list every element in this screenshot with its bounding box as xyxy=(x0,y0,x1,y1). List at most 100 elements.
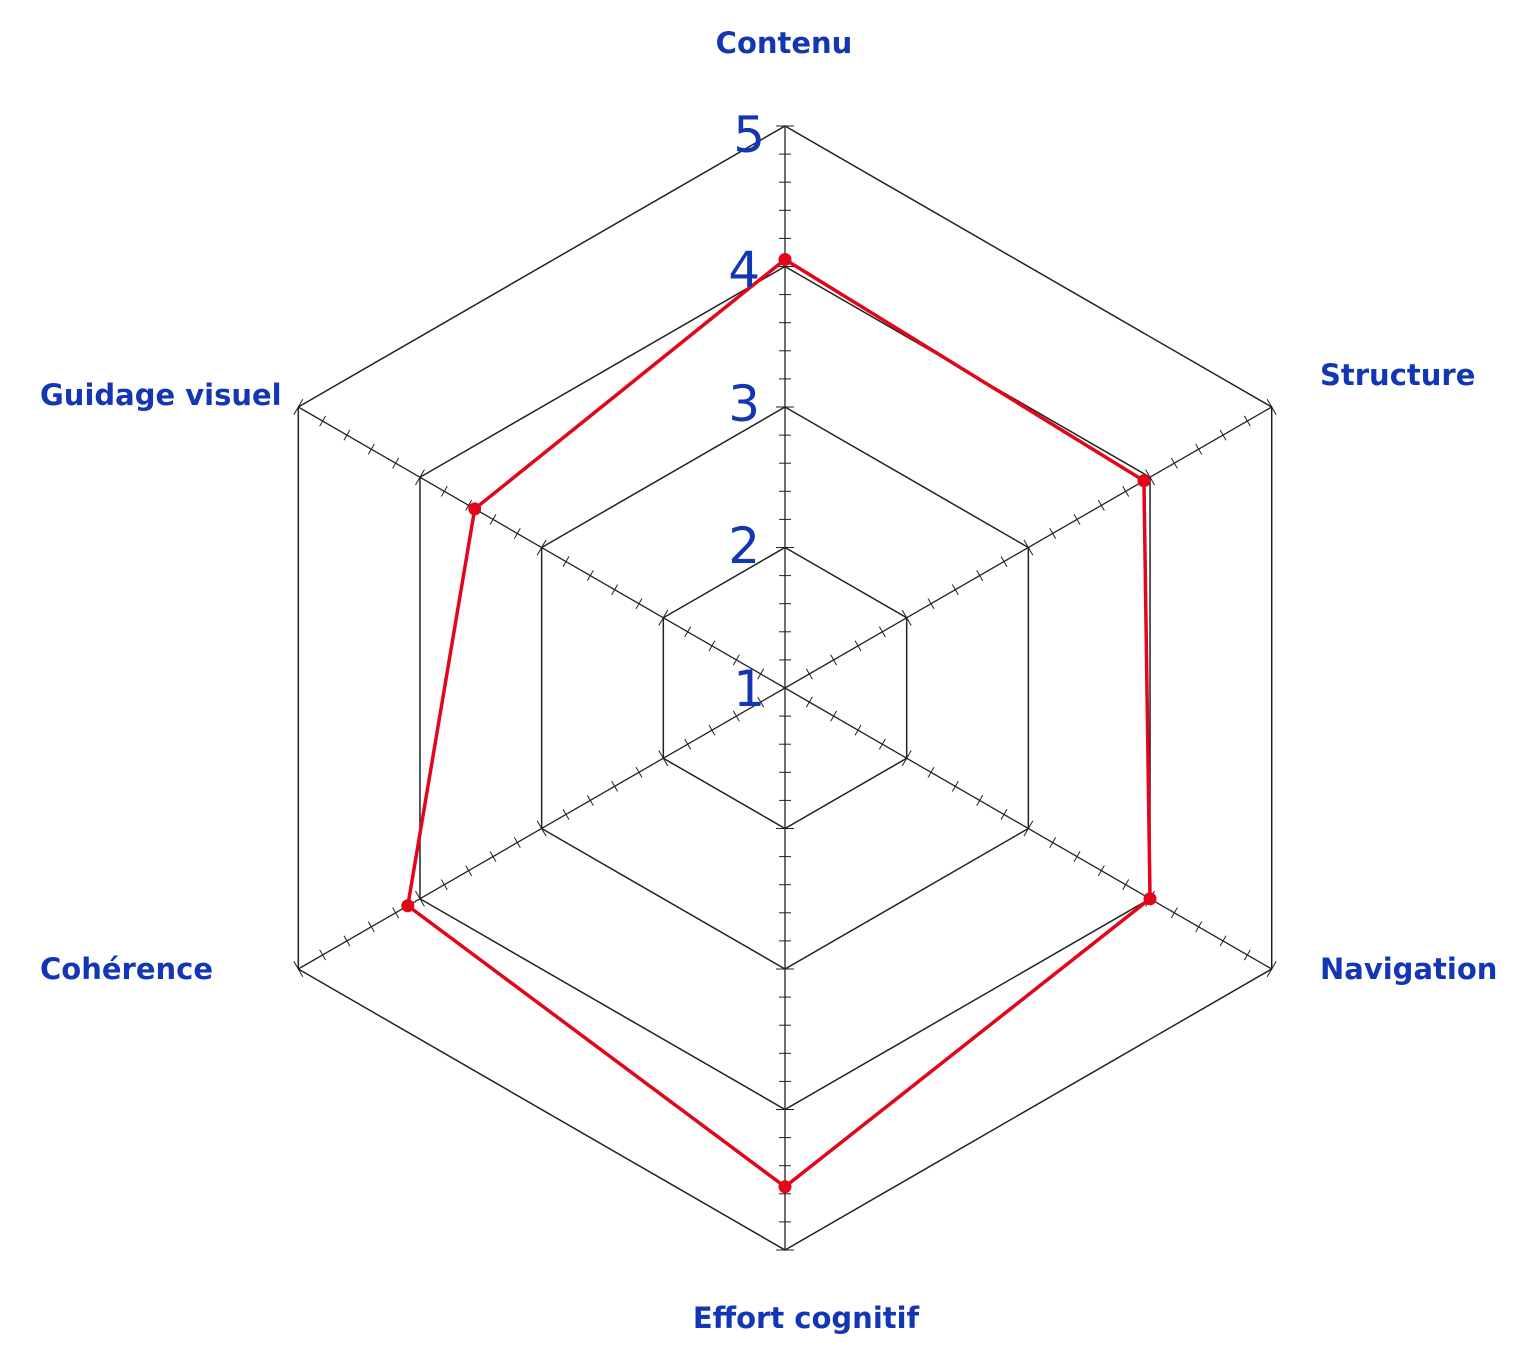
axis-tick xyxy=(1145,469,1155,486)
axis-tick xyxy=(976,794,984,806)
axis-tick xyxy=(293,398,304,416)
axis-tick xyxy=(536,820,547,837)
axis-tick xyxy=(1243,415,1251,427)
series-line-0 xyxy=(406,257,1152,1189)
axis-tick xyxy=(392,457,400,469)
scale-label-5: 5 xyxy=(733,106,765,164)
axis-tick xyxy=(611,780,619,792)
axis-label-contenu: Contenu xyxy=(716,26,853,60)
axis-tick xyxy=(513,528,521,539)
axis-tick xyxy=(586,794,594,806)
axis-tick xyxy=(1023,539,1034,556)
axis-tick xyxy=(1266,398,1277,416)
scale-label-4: 4 xyxy=(728,241,760,299)
axis-tick xyxy=(343,429,351,441)
axis-tick xyxy=(951,780,959,792)
axis-tick xyxy=(489,513,497,525)
axis-tick xyxy=(536,539,547,556)
axis-tick xyxy=(854,724,862,736)
axis-tick xyxy=(392,907,400,919)
series-layer xyxy=(401,252,1157,1194)
axis-tick xyxy=(562,556,570,567)
axis-tick xyxy=(1195,921,1203,933)
axis-tick xyxy=(1122,879,1130,891)
axis-tick xyxy=(1195,443,1203,455)
axis-tick xyxy=(586,570,594,582)
axis-tick xyxy=(1170,457,1178,469)
axis-tick xyxy=(465,865,473,877)
axis-label-guidage-visuel: Guidage visuel xyxy=(40,378,282,412)
axis-tick xyxy=(489,851,497,863)
axis-tick xyxy=(976,570,984,582)
axis-tick xyxy=(1219,429,1227,441)
axis-tick xyxy=(1097,865,1105,877)
axis-tick xyxy=(1000,809,1008,820)
axis-tick xyxy=(367,921,375,933)
axis-tick xyxy=(440,879,448,891)
axis-tick xyxy=(901,609,912,626)
axis-tick xyxy=(1122,485,1130,497)
axis-label-coherence: Cohérence xyxy=(40,952,213,986)
axis-tick xyxy=(830,710,838,722)
axis-label-navigation: Navigation xyxy=(1320,952,1497,986)
data-point-2 xyxy=(1137,474,1151,488)
axis-label-effort-cognitif: Effort cognitif xyxy=(693,1301,920,1335)
axis-tick xyxy=(732,654,740,666)
data-point-6 xyxy=(468,502,482,516)
axis-tick xyxy=(1219,935,1227,947)
axis-tick xyxy=(293,960,304,978)
axis-ticks xyxy=(293,125,1277,1251)
axis-tick xyxy=(901,750,912,767)
data-point-5 xyxy=(401,899,415,913)
axis-tick xyxy=(708,724,716,736)
axis-tick xyxy=(513,837,521,848)
axis-tick xyxy=(878,738,886,750)
axis-tick xyxy=(927,766,935,778)
axis-tick xyxy=(684,626,692,638)
axis-tick xyxy=(1097,499,1105,511)
axis-tick xyxy=(611,584,619,596)
scale-label-3: 3 xyxy=(728,375,760,433)
data-point-4 xyxy=(778,1180,792,1194)
data-point-1 xyxy=(778,252,792,266)
axis-tick xyxy=(708,640,716,652)
axis-label-structure: Structure xyxy=(1320,358,1475,392)
axis-tick xyxy=(757,668,765,680)
axis-tick xyxy=(1243,949,1251,961)
axis-tick xyxy=(951,584,959,596)
scale-label-1: 1 xyxy=(733,660,765,718)
axis-tick xyxy=(1049,837,1057,848)
axis-tick xyxy=(1000,556,1008,567)
axis-tick xyxy=(319,415,327,427)
axis-tick xyxy=(635,766,643,778)
axis-tick xyxy=(635,598,643,610)
axis-tick xyxy=(367,443,375,455)
axis-tick xyxy=(830,654,838,666)
axis-tick xyxy=(319,949,327,961)
axis-tick xyxy=(562,809,570,820)
axis-tick xyxy=(1023,820,1034,837)
axis-tick xyxy=(757,696,765,708)
axis-tick xyxy=(1073,513,1081,525)
axis-tick xyxy=(805,668,813,680)
axis-tick xyxy=(805,696,813,708)
axis-tick xyxy=(927,598,935,610)
data-point-3 xyxy=(1143,892,1157,906)
axis-tick xyxy=(1049,528,1057,539)
scale-label-2: 2 xyxy=(728,517,760,575)
axis-tick xyxy=(732,710,740,722)
axis-tick xyxy=(415,469,425,486)
axis-tick xyxy=(684,738,692,750)
axis-tick xyxy=(658,609,669,626)
axis-tick xyxy=(465,499,473,511)
axis-tick xyxy=(658,750,669,767)
axis-tick xyxy=(878,626,886,638)
axis-tick xyxy=(415,890,425,907)
axis-tick xyxy=(854,640,862,652)
axis-tick xyxy=(1073,851,1081,863)
axis-tick xyxy=(1266,960,1277,978)
axis-tick xyxy=(440,485,448,497)
axis-tick xyxy=(343,935,351,947)
axis-tick xyxy=(1170,907,1178,919)
